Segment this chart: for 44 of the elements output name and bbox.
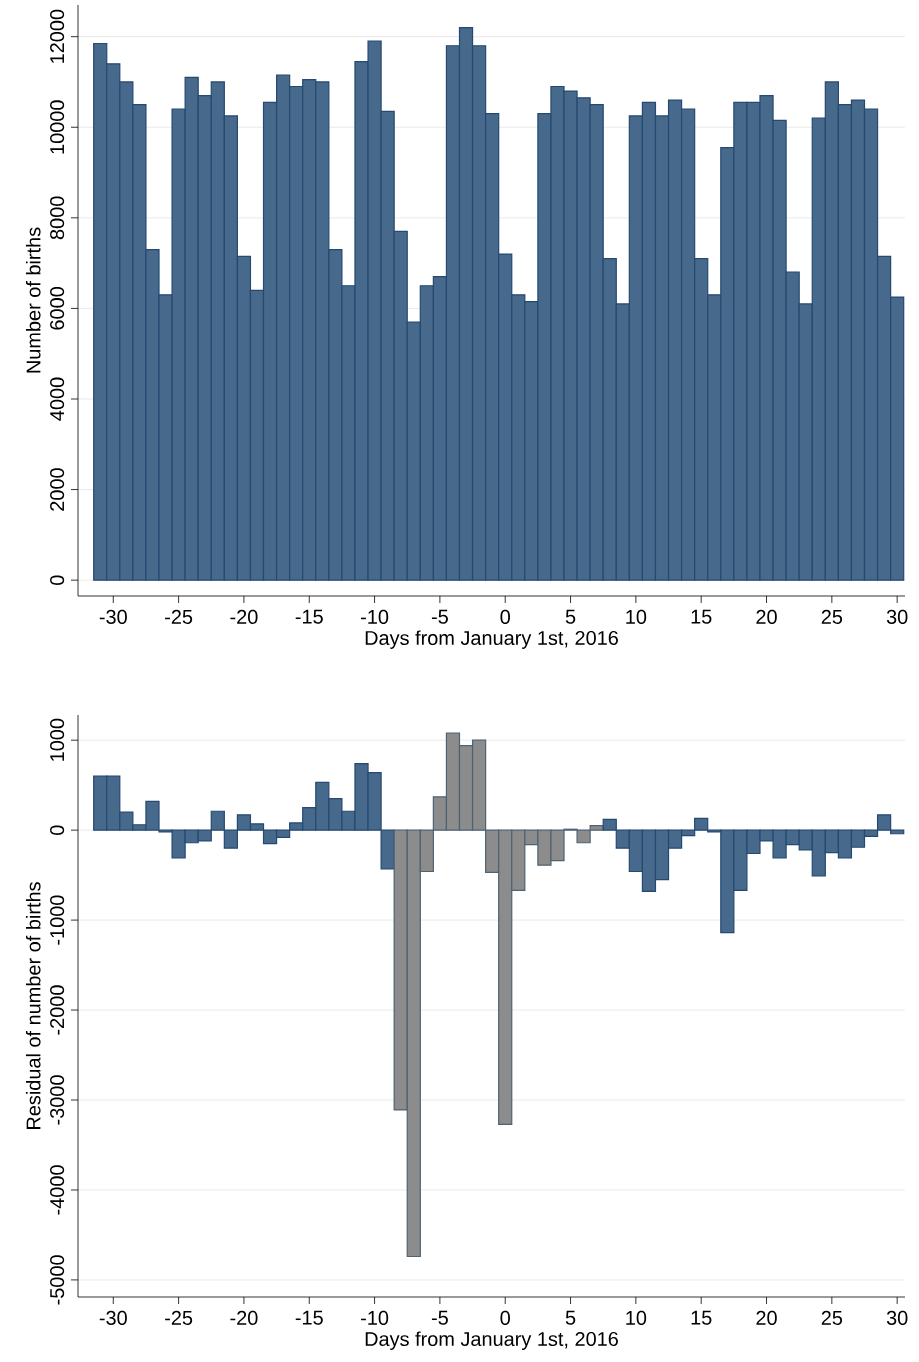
- y-tick-label: -3000: [50, 1075, 65, 1125]
- x-tick-label: 30: [886, 609, 908, 624]
- x-tick-label: 0: [500, 1310, 510, 1325]
- x-tick-label: -30: [99, 609, 127, 624]
- x-axis-title: Days from January 1st, 2016: [365, 1331, 618, 1350]
- y-axis-title: Residual of number of births: [25, 882, 41, 1129]
- y-tick-label: -1000: [50, 895, 65, 945]
- x-tick-label: -5: [431, 1310, 448, 1325]
- y-tick-label: 8000: [50, 196, 65, 240]
- x-tick-label: 15: [691, 609, 712, 624]
- x-tick-label: -10: [361, 1310, 389, 1325]
- y-tick-label: -4000: [50, 1165, 65, 1215]
- y-tick-label: -2000: [50, 985, 65, 1035]
- x-tick-label: -20: [230, 1310, 258, 1325]
- x-tick-label: 25: [821, 609, 843, 624]
- x-tick-label: -10: [361, 609, 389, 624]
- x-tick-label: 25: [821, 1310, 843, 1325]
- x-tick-label: -25: [165, 1310, 193, 1325]
- y-tick-label: 0: [50, 575, 65, 585]
- x-tick-label: 5: [565, 1310, 576, 1325]
- x-tick-label: 5: [565, 609, 576, 624]
- x-tick-label: -30: [99, 1310, 127, 1325]
- x-tick-label: 10: [626, 1310, 647, 1325]
- x-tick-label: -5: [431, 609, 448, 624]
- y-tick-label: -5000: [50, 1255, 65, 1305]
- y-tick-label: 4000: [50, 377, 65, 421]
- x-tick-label: -25: [165, 609, 193, 624]
- x-tick-label: -15: [295, 1310, 323, 1325]
- y-tick-label: 12000: [50, 9, 65, 63]
- x-tick-label: 15: [691, 1310, 712, 1325]
- x-tick-label: 0: [500, 609, 510, 624]
- x-tick-label: 20: [756, 1310, 777, 1325]
- y-tick-label: 10000: [50, 100, 65, 154]
- y-tick-label: 0: [50, 825, 65, 835]
- x-tick-label: 10: [626, 609, 647, 624]
- x-tick-label: -20: [230, 609, 258, 624]
- x-axis-title: Days from January 1st, 2016: [365, 630, 618, 649]
- y-tick-label: 6000: [50, 287, 65, 330]
- y-tick-label: 2000: [50, 468, 65, 511]
- x-tick-label: -15: [295, 609, 323, 624]
- y-tick-label: 1000: [50, 718, 65, 761]
- x-tick-label: 30: [886, 1310, 908, 1325]
- y-axis-title: Number of births: [25, 227, 41, 373]
- x-tick-label: 20: [756, 609, 777, 624]
